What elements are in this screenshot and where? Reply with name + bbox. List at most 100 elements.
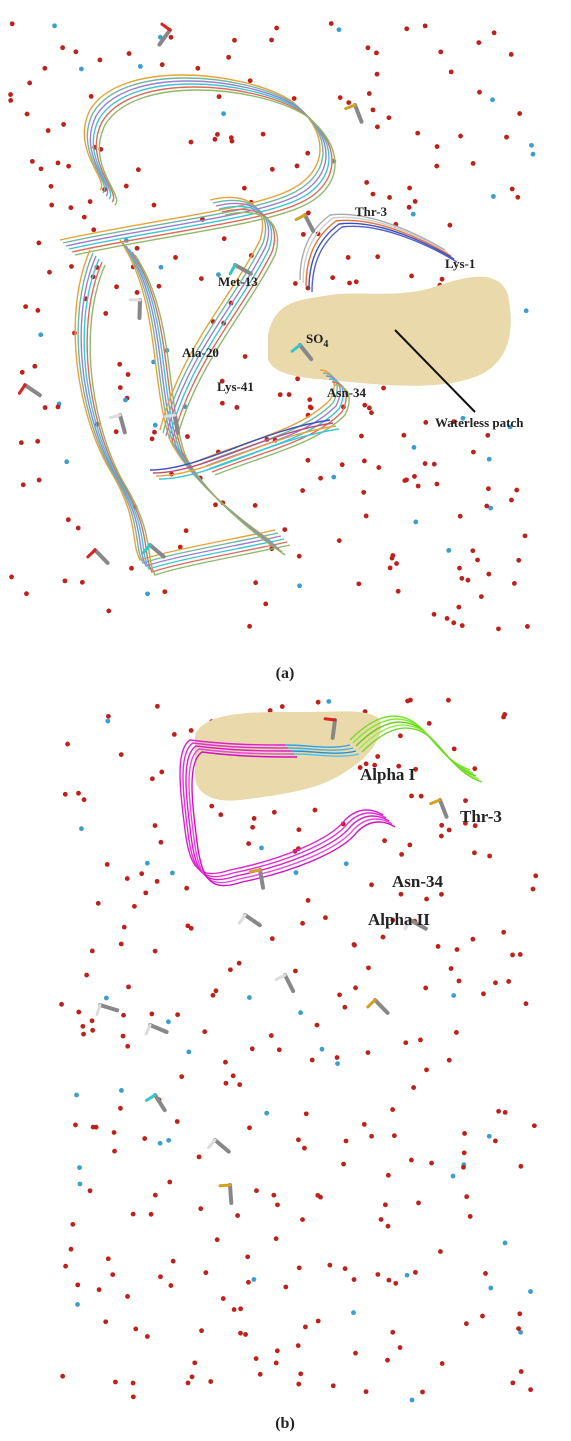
water-red <box>409 793 414 798</box>
water-red <box>462 1150 467 1155</box>
water-red <box>280 704 285 709</box>
water-red <box>455 947 460 952</box>
water-red <box>159 840 164 845</box>
water-red <box>261 132 266 137</box>
water-blue <box>337 27 342 32</box>
bond <box>120 415 125 432</box>
water-red <box>119 942 124 947</box>
water-red <box>374 50 379 55</box>
water-red <box>392 1133 397 1138</box>
water-red <box>278 392 283 397</box>
water-red <box>218 812 223 817</box>
water-red <box>63 1264 68 1269</box>
water-red <box>446 698 451 703</box>
water-red <box>89 94 94 99</box>
water-red <box>514 488 519 493</box>
water-red <box>246 841 251 846</box>
water-blue <box>446 548 451 553</box>
water-red <box>432 612 437 617</box>
water-red <box>464 1321 469 1326</box>
water-red <box>371 107 376 112</box>
water-red <box>427 721 432 726</box>
water-red <box>91 227 96 232</box>
water-red <box>432 462 437 467</box>
water-red <box>407 186 412 191</box>
label: Thr-3 <box>355 204 388 219</box>
water-red <box>105 862 110 867</box>
water-red <box>440 277 445 282</box>
water-red <box>247 624 252 629</box>
water-red <box>118 385 123 390</box>
water-blue <box>158 1141 163 1146</box>
water-red <box>155 879 160 884</box>
water-red <box>362 1122 367 1127</box>
water-red <box>359 434 364 439</box>
bond <box>95 550 108 563</box>
water-red <box>198 1206 203 1211</box>
water-blue <box>119 1088 124 1093</box>
water-blue <box>123 398 128 403</box>
water-red <box>60 45 65 50</box>
water-red <box>531 887 536 892</box>
water-red <box>407 205 412 210</box>
water-red <box>232 38 237 43</box>
water-red <box>461 1165 466 1170</box>
water-red <box>312 808 317 813</box>
water-red <box>37 478 42 483</box>
water-red <box>463 798 468 803</box>
water-blue <box>52 23 57 28</box>
water-blue <box>145 861 150 866</box>
water-red <box>316 1319 321 1324</box>
water-red <box>135 246 140 251</box>
water-red <box>296 827 301 832</box>
water-red <box>35 439 40 444</box>
water-red <box>295 376 300 381</box>
water-blue <box>145 591 150 596</box>
water-red <box>153 823 158 828</box>
water-red <box>103 1319 108 1324</box>
water-red <box>415 131 420 136</box>
water-blue <box>487 1134 492 1139</box>
water-red <box>269 38 274 43</box>
water-red <box>460 623 465 628</box>
water-red <box>390 1107 395 1112</box>
bond <box>147 1095 155 1100</box>
water-red <box>59 1002 64 1007</box>
water-blue <box>105 719 110 724</box>
water-red <box>356 581 361 586</box>
water-red <box>409 274 414 279</box>
water-red <box>202 1029 207 1034</box>
water-red <box>234 405 239 410</box>
water-red <box>366 45 371 50</box>
water-red <box>245 1254 250 1259</box>
water-red <box>254 1356 259 1361</box>
water-red <box>429 1161 434 1166</box>
water-red <box>110 1272 115 1277</box>
water-red <box>209 804 214 809</box>
water-red <box>215 132 220 137</box>
water-red <box>199 276 204 281</box>
water-blue <box>166 1019 171 1024</box>
water-red <box>471 450 476 455</box>
bond <box>97 1005 100 1015</box>
water-red <box>386 1173 391 1178</box>
water-blue <box>326 699 331 704</box>
water-red <box>439 823 444 828</box>
water-red <box>175 1119 180 1124</box>
water-red <box>510 1380 515 1385</box>
water-red <box>375 254 380 259</box>
bond <box>230 265 235 274</box>
water-red <box>424 897 429 902</box>
water-red <box>438 1249 443 1254</box>
water-red <box>184 528 189 533</box>
water-red <box>143 890 148 895</box>
water-red <box>388 566 393 571</box>
water-red <box>133 1326 138 1331</box>
bond <box>333 720 335 738</box>
water-red <box>413 1270 418 1275</box>
water-blue <box>335 1061 340 1066</box>
water-red <box>517 1311 522 1316</box>
water-red <box>192 1360 197 1365</box>
water-red <box>398 1345 403 1350</box>
water-red <box>127 51 132 56</box>
